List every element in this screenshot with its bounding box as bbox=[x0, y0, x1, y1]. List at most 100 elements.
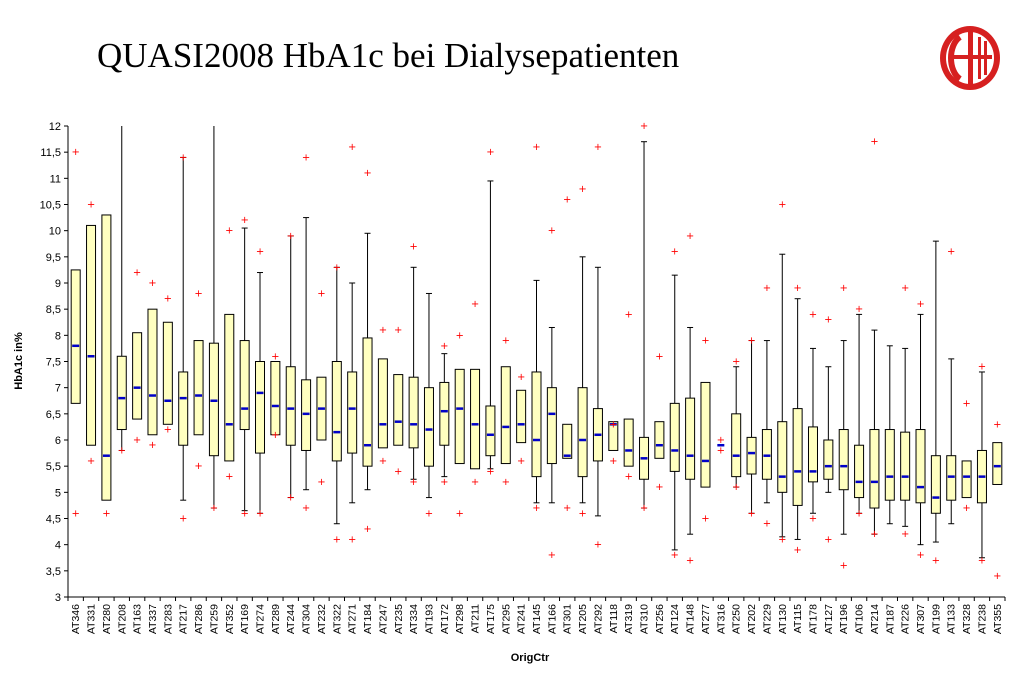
outlier-point: + bbox=[947, 247, 955, 258]
outlier-point: + bbox=[317, 477, 325, 488]
outlier-point: + bbox=[732, 357, 740, 368]
y-tick-label: 4 bbox=[55, 540, 61, 552]
x-category-label: AT322 bbox=[331, 604, 343, 634]
box-iqr bbox=[301, 379, 312, 451]
outlier-point: + bbox=[824, 315, 832, 326]
box-iqr bbox=[285, 366, 296, 446]
box-iqr bbox=[669, 402, 680, 472]
outlier-point: + bbox=[379, 325, 387, 336]
x-category-label: AT205 bbox=[577, 604, 589, 634]
x-category-label: AT166 bbox=[546, 604, 558, 634]
outlier-point: + bbox=[793, 545, 801, 556]
x-category-label: AT163 bbox=[132, 604, 144, 634]
outlier-point: + bbox=[578, 184, 586, 195]
box-iqr bbox=[884, 429, 895, 501]
outlier-point: + bbox=[394, 466, 402, 477]
box-iqr bbox=[577, 387, 588, 478]
x-category-label: AT106 bbox=[854, 604, 866, 634]
box-iqr bbox=[992, 442, 1003, 485]
outlier-point: + bbox=[486, 466, 494, 477]
x-category-label: AT301 bbox=[562, 604, 574, 634]
y-tick-label: 9,5 bbox=[46, 252, 61, 264]
box-iqr bbox=[132, 332, 143, 420]
outlier-point: + bbox=[225, 226, 233, 237]
box-iqr bbox=[408, 376, 419, 449]
box-iqr bbox=[731, 413, 742, 478]
outlier-point: + bbox=[502, 477, 510, 488]
x-category-label: AT346 bbox=[70, 604, 82, 634]
outlier-point: + bbox=[164, 425, 172, 436]
outlier-point: + bbox=[993, 571, 1001, 582]
outlier-point: + bbox=[778, 200, 786, 211]
outlier-point: + bbox=[363, 168, 371, 179]
outlier-point: + bbox=[624, 472, 632, 483]
x-category-label: AT247 bbox=[377, 604, 389, 634]
outlier-point: + bbox=[655, 482, 663, 493]
outlier-point: + bbox=[655, 351, 663, 362]
outlier-point: + bbox=[87, 200, 95, 211]
box-iqr bbox=[470, 368, 481, 470]
outlier-point: + bbox=[425, 508, 433, 519]
box-iqr bbox=[454, 368, 465, 465]
outlier-point: + bbox=[348, 142, 356, 153]
box-iqr bbox=[546, 387, 557, 465]
outlier-point: + bbox=[671, 550, 679, 561]
box-iqr bbox=[869, 429, 880, 509]
outlier-point: + bbox=[210, 503, 218, 514]
outlier-point: + bbox=[148, 440, 156, 451]
box-iqr bbox=[761, 429, 772, 480]
outlier-point: + bbox=[594, 142, 602, 153]
outlier-point: + bbox=[778, 534, 786, 545]
x-category-label: AT274 bbox=[255, 604, 267, 634]
x-category-label: AT250 bbox=[731, 604, 743, 634]
outlier-point: + bbox=[409, 477, 417, 488]
box-iqr bbox=[946, 455, 957, 501]
outlier-point: + bbox=[609, 419, 617, 430]
x-category-label: AT295 bbox=[500, 604, 512, 634]
x-category-label: AT328 bbox=[961, 604, 973, 634]
outlier-point: + bbox=[840, 561, 848, 572]
y-tick-label: 12 bbox=[49, 121, 61, 133]
outlier-point: + bbox=[548, 550, 556, 561]
box-iqr bbox=[147, 308, 158, 436]
y-tick-label: 11,5 bbox=[40, 147, 61, 159]
outlier-point: + bbox=[471, 477, 479, 488]
outlier-point: + bbox=[240, 508, 248, 519]
outlier-point: + bbox=[763, 519, 771, 530]
x-category-label: AT304 bbox=[301, 604, 313, 634]
outlier-point: + bbox=[456, 508, 464, 519]
y-tick-label: 5,5 bbox=[46, 461, 61, 473]
x-category-label: AT286 bbox=[193, 604, 205, 634]
y-axis-label: HbA1c in% bbox=[13, 332, 25, 390]
outlier-point: + bbox=[962, 503, 970, 514]
x-axis-label: OrigCtr bbox=[511, 652, 550, 664]
outlier-point: + bbox=[793, 283, 801, 294]
box-iqr bbox=[86, 224, 97, 446]
outlier-point: + bbox=[333, 262, 341, 273]
outlier-point: + bbox=[870, 529, 878, 540]
chart-title: QUASI2008 HbA1c bei Dialysepatienten bbox=[97, 36, 680, 75]
box-iqr bbox=[854, 444, 865, 499]
x-category-label: AT280 bbox=[101, 604, 113, 634]
outlier-point: + bbox=[686, 555, 694, 566]
outlier-point: + bbox=[962, 398, 970, 409]
x-category-label: AT334 bbox=[408, 604, 420, 634]
outlier-point: + bbox=[471, 299, 479, 310]
box-iqr bbox=[608, 421, 619, 451]
x-category-label: AT133 bbox=[946, 604, 958, 634]
outlier-point: + bbox=[855, 304, 863, 315]
outlier-point: + bbox=[486, 147, 494, 158]
outlier-point: + bbox=[747, 508, 755, 519]
x-category-label: AT256 bbox=[654, 604, 666, 634]
x-category-label: AT202 bbox=[746, 604, 758, 634]
x-category-label: AT271 bbox=[347, 604, 359, 634]
box-iqr bbox=[792, 408, 803, 506]
box-iqr bbox=[930, 455, 941, 514]
x-category-label: AT307 bbox=[915, 604, 927, 634]
outlier-point: + bbox=[563, 503, 571, 514]
x-category-label: AT238 bbox=[976, 604, 988, 634]
outlier-point: + bbox=[148, 278, 156, 289]
box-iqr bbox=[746, 436, 757, 475]
outlier-point: + bbox=[333, 534, 341, 545]
x-category-label: AT226 bbox=[900, 604, 912, 634]
